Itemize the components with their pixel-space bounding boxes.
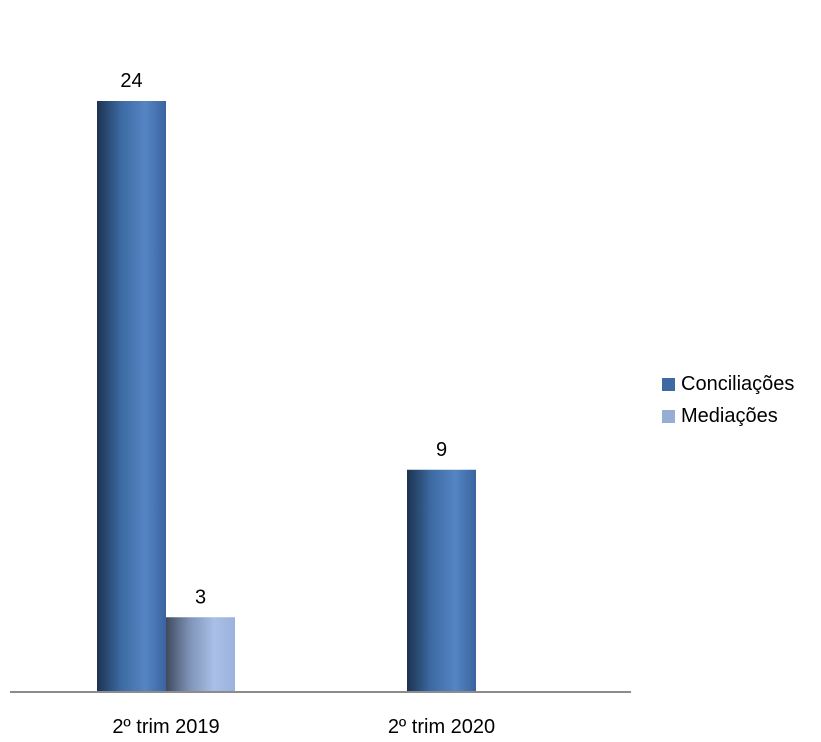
x-tick-labels-group: 2º trim 2019 2º trim 2020: [112, 716, 495, 738]
legend-swatch-mediacoes: [662, 409, 675, 423]
legend-item-conciliacoes: Conciliações: [662, 368, 794, 400]
bar-conciliacoes-2-trim-2020: [407, 469, 476, 691]
data-label-conciliacoes-2-trim-2020: 9: [436, 439, 447, 461]
data-label-conciliacoes-2-trim-2019: 24: [120, 70, 142, 92]
legend: Conciliações Mediações: [662, 368, 794, 432]
bar-mediacoes-2-trim-2019: [166, 617, 235, 691]
bars-group: [97, 101, 476, 691]
data-label-mediacoes-2-trim-2019: 3: [195, 586, 206, 608]
legend-label-mediacoes: Mediações: [681, 404, 778, 427]
legend-swatch-conciliacoes: [662, 377, 675, 391]
legend-item-mediacoes: Mediações: [662, 400, 794, 432]
x-tick-label-2-trim-2019: 2º trim 2019: [112, 716, 219, 738]
legend-label-conciliacoes: Conciliações: [681, 372, 795, 395]
x-tick-label-2-trim-2020: 2º trim 2020: [388, 716, 495, 738]
bar-conciliacoes-2-trim-2019: [97, 101, 166, 691]
data-labels-group: 24 3 9: [120, 70, 447, 608]
